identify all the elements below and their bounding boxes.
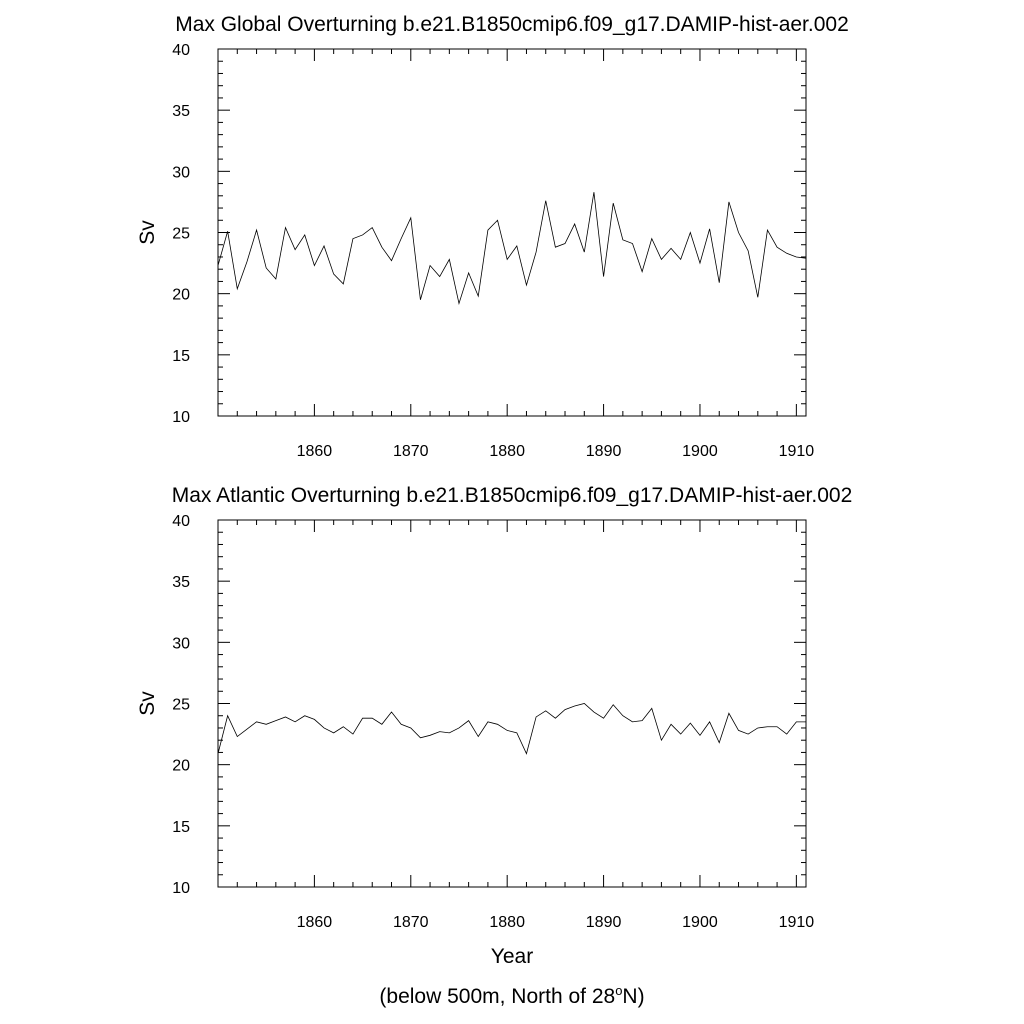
y-tick-label: 20 — [172, 287, 190, 304]
y-axis-label: Sv — [136, 220, 159, 245]
y-tick-label: 35 — [172, 574, 190, 591]
x-tick-label: 1870 — [393, 443, 429, 460]
plot-frame — [217, 48, 807, 417]
x-tick-label: 1900 — [682, 443, 718, 460]
x-tick-label: 1910 — [779, 914, 815, 931]
plot-frame — [217, 519, 807, 888]
footnote-suffix: N) — [622, 985, 644, 1008]
x-tick-label: 1910 — [779, 443, 815, 460]
chart-title: Max Atlantic Overturning b.e21.B1850cmip… — [172, 484, 853, 507]
x-tick-label: 1890 — [586, 914, 622, 931]
x-axis-label: Year — [491, 945, 533, 968]
x-tick-label: 1900 — [682, 914, 718, 931]
series-line — [217, 703, 806, 755]
x-tick-label: 1860 — [297, 443, 333, 460]
y-tick-label: 20 — [172, 758, 190, 775]
x-tick-label: 1890 — [586, 443, 622, 460]
y-tick-label: 40 — [172, 513, 190, 530]
y-axis-label: Sv — [136, 691, 159, 716]
series-line — [217, 192, 807, 306]
x-tick-label: 1880 — [489, 443, 525, 460]
chart-title: Max Global Overturning b.e21.B1850cmip6.… — [175, 13, 849, 36]
footnote-superscript: o — [615, 983, 622, 998]
footnote: (below 500m, North of 28oN) — [379, 983, 644, 1008]
x-tick-label: 1870 — [393, 914, 429, 931]
global-overturning-chart: Max Global Overturning b.e21.B1850cmip6.… — [136, 13, 849, 460]
y-tick-label: 10 — [172, 880, 190, 897]
x-tick-label: 1860 — [297, 914, 333, 931]
x-tick-label: 1880 — [489, 914, 525, 931]
y-tick-label: 30 — [172, 164, 190, 181]
y-tick-label: 25 — [172, 697, 190, 714]
y-tick-label: 10 — [172, 409, 190, 426]
y-tick-label: 15 — [172, 348, 190, 365]
y-tick-label: 25 — [172, 226, 190, 243]
y-tick-label: 15 — [172, 819, 190, 836]
y-tick-label: 30 — [172, 635, 190, 652]
atlantic-overturning-chart: Max Atlantic Overturning b.e21.B1850cmip… — [136, 484, 852, 968]
footnote-prefix: (below 500m, North of 28 — [379, 985, 615, 1008]
y-tick-label: 35 — [172, 103, 190, 120]
y-tick-label: 40 — [172, 42, 190, 59]
